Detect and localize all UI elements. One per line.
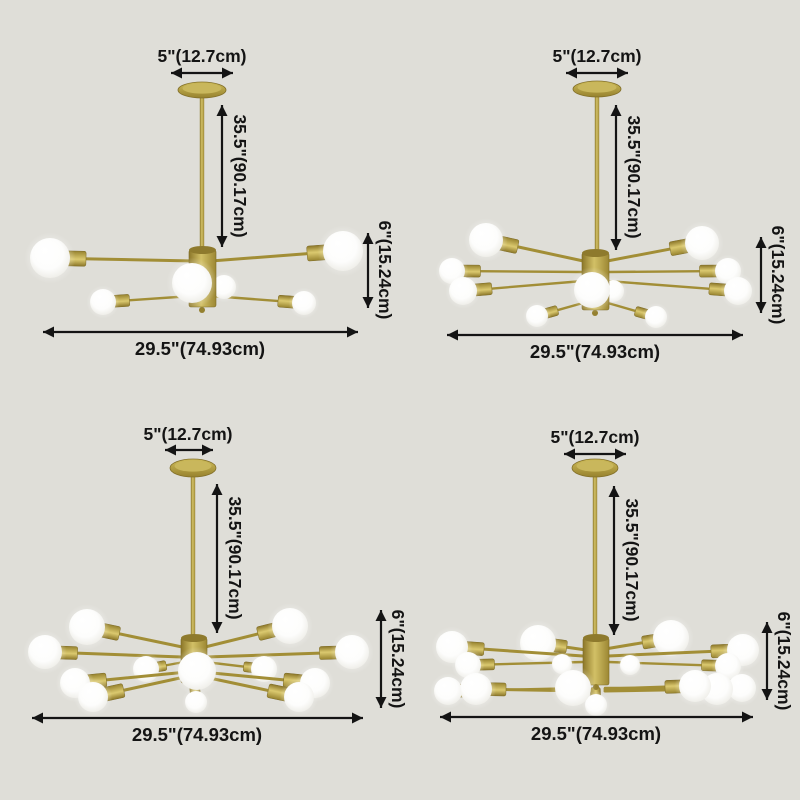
bulb	[212, 275, 236, 299]
ceiling-canopy-top	[182, 83, 222, 94]
drop-height-label: 35.5"(90.17cm)	[225, 496, 245, 619]
bulb	[28, 635, 62, 669]
bulb	[526, 305, 548, 327]
ceiling-canopy-top	[174, 460, 212, 472]
chandelier-12-light	[23, 458, 374, 717]
behind-bulbs-layer	[549, 651, 643, 678]
bulb	[449, 277, 477, 305]
arms-layer	[24, 225, 369, 319]
front-bulbs-layer	[569, 267, 615, 313]
diagram-10-light: 5"(12.7cm) 35.5"(90.17cm) 6"(15.24cm) 29…	[435, 46, 788, 362]
bulb	[520, 625, 556, 661]
bulb	[78, 682, 108, 712]
drop-height-label: 35.5"(90.17cm)	[622, 498, 642, 621]
bulb	[555, 670, 591, 706]
arm	[72, 651, 184, 659]
arms-layer	[435, 218, 756, 332]
dimension-annotations: 5"(12.7cm) 35.5"(90.17cm) 6"(15.24cm) 29…	[32, 424, 408, 745]
bulb	[90, 289, 116, 315]
hanging-rod	[592, 468, 598, 640]
canopy-width-label: 5"(12.7cm)	[550, 427, 639, 447]
arm	[603, 640, 648, 651]
chandelier-6-light	[24, 81, 369, 319]
arm	[199, 631, 264, 650]
bulb	[178, 652, 216, 690]
hanging-rod	[594, 89, 600, 255]
hub-top	[583, 634, 609, 642]
hub-top	[189, 246, 216, 254]
bulb	[251, 656, 277, 682]
front-bulbs-layer	[166, 257, 218, 309]
arm	[605, 270, 705, 274]
hub-top	[582, 249, 609, 257]
panel-12-light: 5"(12.7cm) 35.5"(90.17cm) 6"(15.24cm) 29…	[0, 400, 408, 800]
drop-height-label: 35.5"(90.17cm)	[230, 114, 250, 237]
dimension-annotations: 5"(12.7cm) 35.5"(90.17cm) 6"(15.24cm) 29…	[43, 46, 395, 359]
hanging-rod	[199, 90, 205, 252]
arm	[475, 270, 585, 274]
bulb	[185, 691, 207, 713]
diagram-15-light: 5"(12.7cm) 35.5"(90.17cm) 6"(15.24cm) 29…	[430, 427, 794, 744]
diagram-6-light: 5"(12.7cm) 35.5"(90.17cm) 6"(15.24cm) 29…	[24, 46, 395, 359]
bulb	[620, 655, 640, 675]
ceiling-canopy-top	[577, 82, 617, 93]
bulb	[685, 226, 719, 260]
hub-top	[181, 634, 207, 642]
ceiling-canopy-top	[576, 460, 614, 472]
fixture-width-label: 29.5"(74.93cm)	[132, 724, 262, 745]
panel-15-light: 5"(12.7cm) 35.5"(90.17cm) 6"(15.24cm) 29…	[400, 400, 800, 800]
diagram-12-light: 5"(12.7cm) 35.5"(90.17cm) 6"(15.24cm) 29…	[23, 424, 408, 745]
bulb	[172, 263, 212, 303]
bulb	[335, 635, 369, 669]
canopy-width-label: 5"(12.7cm)	[143, 424, 232, 444]
dimension-annotations: 5"(12.7cm) 35.5"(90.17cm) 6"(15.24cm) 29…	[447, 46, 788, 362]
arm	[603, 685, 671, 691]
fixture-height-label: 6"(15.24cm)	[375, 221, 395, 320]
front-bulbs-layer	[550, 665, 596, 711]
bulb	[724, 277, 752, 305]
fixture-height-label: 6"(15.24cm)	[774, 612, 794, 711]
fixture-height-label: 6"(15.24cm)	[388, 610, 408, 709]
arm	[486, 279, 585, 291]
fixture-width-label: 29.5"(74.93cm)	[530, 341, 660, 362]
panel-10-light: 5"(12.7cm) 35.5"(90.17cm) 6"(15.24cm) 29…	[400, 0, 800, 400]
arm	[80, 257, 196, 263]
canopy-width-label: 5"(12.7cm)	[157, 46, 246, 66]
chandelier-10-light	[435, 80, 756, 332]
bulb	[434, 677, 462, 705]
drop-height-label: 35.5"(90.17cm)	[624, 115, 644, 238]
arm	[605, 279, 715, 291]
chandelier-15-light	[430, 458, 764, 720]
bulb	[30, 238, 70, 278]
panel-6-light: 5"(12.7cm) 35.5"(90.17cm) 6"(15.24cm) 29…	[0, 0, 400, 400]
bulb	[653, 620, 689, 656]
fixture-width-label: 29.5"(74.93cm)	[531, 723, 661, 744]
front-bulbs-layer	[172, 646, 222, 696]
arm	[113, 631, 189, 650]
canopy-width-label: 5"(12.7cm)	[552, 46, 641, 66]
arm	[512, 244, 590, 264]
arms-layer	[23, 603, 374, 717]
bulb	[292, 291, 316, 315]
hub-finial	[199, 307, 205, 313]
bulb	[69, 609, 105, 645]
bulb	[574, 272, 610, 308]
bulb	[645, 306, 667, 328]
bulb	[679, 670, 711, 702]
bulb	[460, 673, 492, 705]
bulb	[272, 608, 308, 644]
fixture-width-label: 29.5"(74.93cm)	[135, 338, 265, 359]
hanging-rod	[190, 468, 196, 640]
arm	[600, 246, 676, 264]
dimension-annotations: 5"(12.7cm) 35.5"(90.17cm) 6"(15.24cm) 29…	[440, 427, 794, 744]
bulb	[284, 682, 314, 712]
bulb	[469, 223, 503, 257]
bulb	[323, 231, 363, 271]
arm	[209, 251, 313, 263]
fixture-height-label: 6"(15.24cm)	[768, 226, 788, 325]
